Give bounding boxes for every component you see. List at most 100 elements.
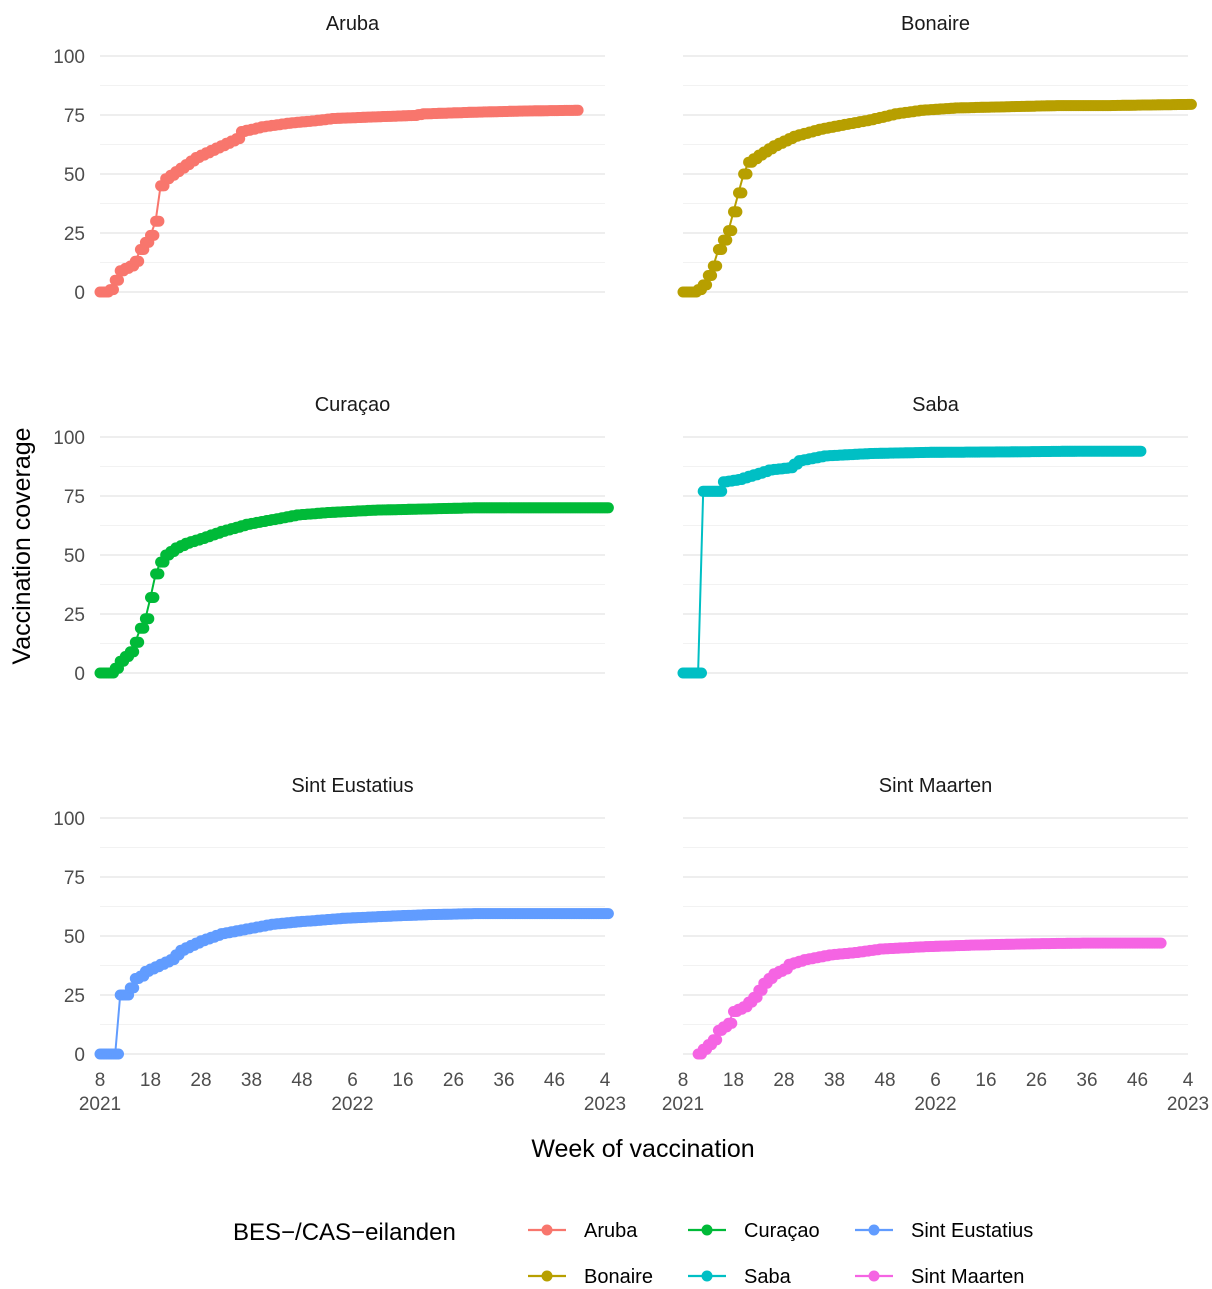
y-tick-label: 50	[64, 546, 85, 567]
panel-bonaire: Bonaire	[677, 13, 1197, 298]
data-point	[716, 244, 728, 255]
y-tick-label: 25	[64, 605, 85, 626]
legend-key-point	[541, 1270, 553, 1282]
series-line-sint-eustatius	[100, 912, 605, 1055]
y-tick-label: 100	[53, 809, 85, 830]
panel-sint-maarten: Sint Maarten 8 2021 18 28 38 48 6 2022 16 26 36 46 4 2…	[662, 775, 1209, 1115]
x-tick-label: 18	[140, 1070, 161, 1091]
data-point	[138, 622, 150, 634]
legend-item-sint-maarten: Sint Maarten	[855, 1266, 1024, 1288]
series-line-saba	[683, 450, 1138, 674]
x-tick-label: 46	[544, 1070, 565, 1091]
legend-key-point	[541, 1224, 553, 1236]
facet-panels: Aruba 0 25 50 75 100 Bonaire Curaçao 0 25 50 75 100 S…	[53, 13, 1209, 1115]
x-tick-label: 38	[241, 1070, 262, 1091]
x-tick-label: 6	[347, 1070, 358, 1091]
x-tick-label: 36	[1076, 1070, 1097, 1091]
x-tick-year-label: 2021	[79, 1094, 121, 1115]
data-point	[736, 187, 748, 199]
x-tick-year-label: 2023	[1167, 1094, 1209, 1115]
series-line-aruba	[100, 109, 575, 293]
panel-title: Bonaire	[901, 13, 970, 35]
y-tick-label: 0	[74, 283, 85, 304]
data-point	[701, 279, 713, 291]
data-point	[602, 908, 614, 920]
legend-item-bonaire: Bonaire	[528, 1266, 653, 1288]
legend-label: Sint Maarten	[911, 1266, 1024, 1288]
panel-title: Curaçao	[315, 394, 391, 416]
data-point	[153, 568, 165, 580]
x-tick-year-label: 2023	[584, 1094, 626, 1115]
y-tick-label: 25	[64, 986, 85, 1007]
data-point	[1135, 445, 1147, 457]
data-point	[113, 1048, 124, 1060]
panel-sint-eustatius: Sint Eustatius 0 25 50 75 100 8 2021 18 28 38 48 6 20…	[53, 775, 626, 1115]
y-tick-label: 100	[53, 47, 85, 68]
y-tick-label: 100	[53, 428, 85, 449]
legend: BES−/CAS−eilanden Aruba Bonaire Curaçao Sab…	[233, 1219, 1033, 1288]
data-point	[1155, 937, 1167, 949]
data-point	[153, 215, 165, 227]
x-tick-label: 18	[723, 1070, 744, 1091]
y-tick-label: 0	[74, 664, 85, 685]
data-point	[143, 613, 155, 625]
data-point	[716, 485, 728, 497]
legend-label: Curaçao	[744, 1220, 820, 1242]
x-tick-year-label: 2021	[662, 1094, 704, 1115]
x-tick-label: 46	[1127, 1070, 1148, 1091]
legend-label: Saba	[744, 1266, 792, 1288]
legend-item-aruba: Aruba	[528, 1220, 638, 1242]
legend-key-point	[868, 1270, 880, 1282]
series-line-curacao	[100, 506, 605, 674]
data-point	[696, 667, 707, 679]
y-tick-label: 50	[64, 927, 85, 948]
legend-key-point	[701, 1224, 713, 1236]
y-tick-label: 50	[64, 165, 85, 186]
legend-item-saba: Saba	[688, 1266, 792, 1288]
data-point	[741, 168, 753, 180]
data-point	[721, 234, 733, 246]
x-tick-label: 6	[930, 1070, 941, 1091]
data-point	[726, 1017, 738, 1029]
x-tick-label: 28	[773, 1070, 794, 1091]
y-axis-title: Vaccination coverage	[8, 427, 36, 664]
legend-label: Aruba	[584, 1220, 638, 1242]
data-point	[148, 229, 160, 241]
x-tick-label: 4	[600, 1070, 611, 1091]
panel-title: Sint Eustatius	[291, 775, 413, 797]
legend-item-sint-eustatius: Sint Eustatius	[855, 1220, 1033, 1242]
data-point	[108, 284, 119, 296]
data-point	[706, 270, 718, 281]
x-tick-label: 48	[874, 1070, 895, 1091]
x-tick-label: 8	[95, 1070, 106, 1091]
panel-curacao: Curaçao 0 25 50 75 100	[53, 394, 614, 685]
x-tick-year-label: 2022	[914, 1094, 956, 1115]
legend-item-curacao: Curaçao	[688, 1220, 820, 1242]
legend-label: Bonaire	[584, 1266, 653, 1288]
panel-aruba: Aruba 0 25 50 75 100	[53, 13, 605, 304]
data-point	[731, 206, 743, 218]
x-tick-label: 16	[975, 1070, 996, 1091]
panel-title: Sint Maarten	[879, 775, 992, 797]
panel-title: Aruba	[326, 13, 380, 35]
legend-key-point	[868, 1224, 880, 1236]
x-tick-year-label: 2022	[331, 1094, 373, 1115]
x-tick-label: 48	[291, 1070, 312, 1091]
y-tick-label: 75	[64, 868, 85, 889]
x-tick-label: 26	[1026, 1070, 1047, 1091]
x-axis-title: Week of vaccination	[531, 1135, 754, 1163]
data-point	[1185, 98, 1197, 110]
legend-key-point	[701, 1270, 713, 1282]
data-point	[602, 502, 614, 514]
data-point	[572, 104, 584, 116]
data-point	[711, 1034, 723, 1046]
y-tick-label: 75	[64, 106, 85, 127]
y-tick-label: 75	[64, 487, 85, 508]
x-tick-label: 4	[1183, 1070, 1194, 1091]
x-tick-label: 26	[443, 1070, 464, 1091]
x-tick-label: 38	[824, 1070, 845, 1091]
x-tick-label: 8	[678, 1070, 689, 1091]
data-point	[148, 592, 160, 603]
legend-title: BES−/CAS−eilanden	[233, 1219, 456, 1246]
